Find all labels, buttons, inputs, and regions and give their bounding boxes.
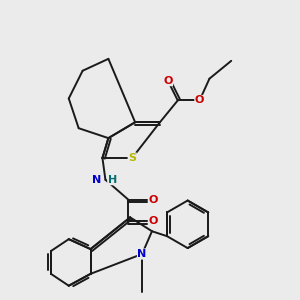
Text: H: H (108, 175, 117, 185)
Text: O: O (148, 194, 158, 205)
Text: S: S (128, 153, 136, 163)
Text: O: O (163, 76, 172, 85)
Text: N: N (92, 175, 101, 185)
Text: O: O (195, 95, 204, 106)
Text: O: O (148, 216, 158, 226)
Text: N: N (137, 249, 147, 259)
